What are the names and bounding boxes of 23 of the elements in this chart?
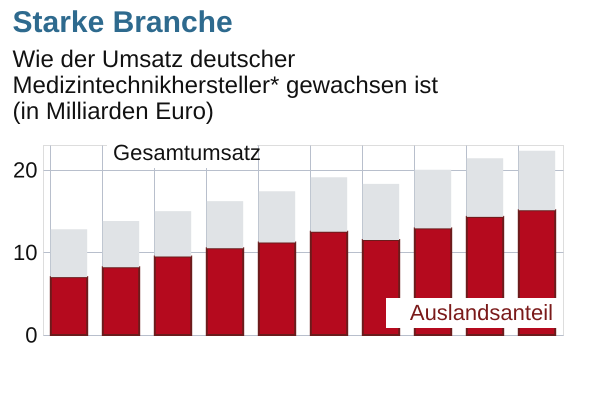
series-label: Gesamtumsatz bbox=[113, 140, 261, 165]
bar bbox=[258, 191, 296, 242]
chart-subtitle: Wie der Umsatz deutscher Medizintechnikhersteller* gewachsen ist (in Milliarden Euro) bbox=[12, 46, 438, 125]
bar bbox=[518, 150, 556, 210]
bar bbox=[310, 177, 348, 232]
bar bbox=[102, 266, 140, 336]
bar bbox=[206, 201, 244, 248]
y-tick-label: 20 bbox=[13, 157, 38, 182]
series-label: Auslandsanteil bbox=[410, 300, 553, 325]
bar bbox=[414, 170, 452, 228]
bar bbox=[206, 247, 244, 336]
bar bbox=[102, 221, 140, 268]
chart-title: Starke Branche bbox=[12, 6, 233, 39]
bar bbox=[310, 230, 348, 336]
bar bbox=[154, 211, 192, 257]
bar bbox=[258, 241, 296, 336]
y-tick-label: 10 bbox=[13, 240, 38, 265]
bar bbox=[154, 256, 192, 336]
bar bbox=[466, 158, 504, 217]
bar bbox=[50, 276, 88, 336]
y-tick-label: 0 bbox=[25, 322, 38, 348]
bar bbox=[50, 229, 88, 278]
bar bbox=[362, 184, 400, 240]
